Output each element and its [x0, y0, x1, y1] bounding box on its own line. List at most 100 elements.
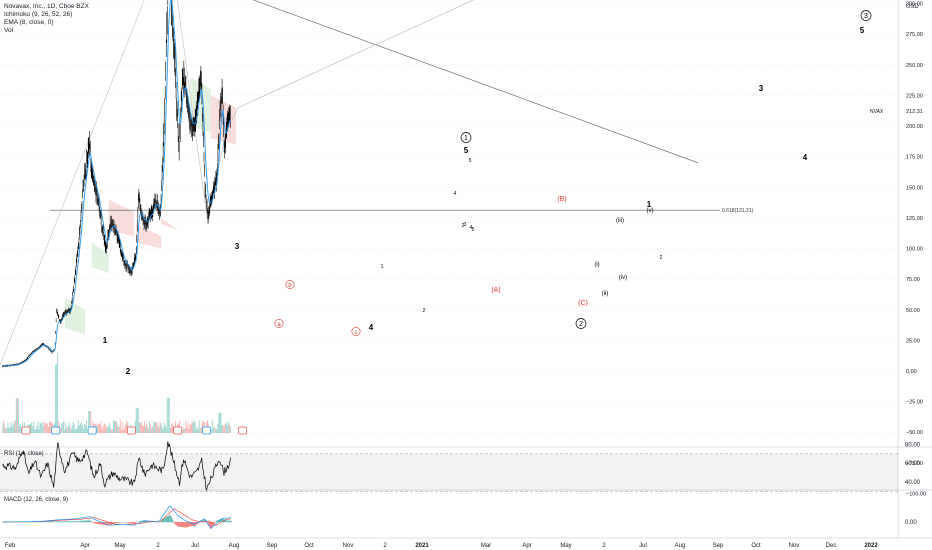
macd-histogram-bar [171, 517, 173, 523]
macd-histogram-bar [162, 518, 165, 523]
wave-label-red: (A) [491, 287, 500, 294]
event-marker [21, 426, 31, 435]
macd-histogram-bar [209, 522, 212, 528]
macd-histogram-bar [130, 522, 132, 524]
volume-bar [224, 423, 226, 433]
wave-label-roman: (iii) [616, 218, 624, 224]
wave-label: 2 [423, 308, 426, 314]
macd-histogram-bar [109, 522, 111, 526]
price-series [2, 0, 231, 368]
last-price-label: 212.31 [906, 109, 923, 115]
volume-bar [115, 421, 116, 433]
macd-histogram-bar [49, 521, 51, 523]
macd-histogram-bar [217, 520, 219, 523]
macd-histogram-bar [196, 522, 198, 525]
macd-histogram-bar [160, 520, 162, 523]
volume-bar [135, 408, 137, 433]
time-tick-label: May [114, 543, 125, 549]
macd-histogram-bar [61, 521, 64, 523]
volume-bar [187, 422, 189, 433]
volume-bar [148, 428, 150, 433]
wave-circle [274, 318, 284, 328]
macd-histogram-bar [77, 521, 79, 523]
volume-bar [78, 425, 80, 433]
time-tick-label: Nov [789, 543, 800, 549]
time-tick-label: May [560, 543, 571, 549]
volume-bar [163, 422, 165, 433]
macd-histogram-bar [197, 522, 199, 524]
volume-bar [116, 421, 118, 433]
rsi-line [2, 441, 232, 491]
macd-histogram-bar [42, 521, 44, 523]
macd-histogram-bar [89, 520, 91, 523]
macd-histogram-bar [51, 521, 53, 523]
macd-histogram-bar [101, 522, 103, 525]
macd-histogram-bar [213, 522, 215, 525]
macd-histogram-bar [177, 522, 179, 527]
macd-histogram-bar [65, 521, 67, 523]
macd-histogram-bar [92, 522, 94, 523]
macd-histogram-bar [114, 522, 116, 524]
macd-histogram-bar [207, 522, 209, 525]
rsi-tick-label: 60.00 [905, 461, 921, 467]
volume-bar [37, 421, 39, 433]
macd-histogram-bar [76, 521, 78, 523]
macd-histogram-bar [203, 519, 205, 523]
time-tick-label: Apr [522, 543, 531, 549]
volume-bar [153, 421, 155, 433]
wave-label: 5 [464, 146, 469, 155]
macd-histogram-bar [183, 522, 185, 528]
macd-histogram-bar [105, 522, 107, 526]
time-tick-label: Jul [639, 543, 647, 549]
time-tick-label: Nov [343, 543, 354, 549]
volume-bar [141, 426, 143, 433]
volume-bar [84, 424, 85, 433]
wave-circle [575, 318, 587, 329]
volume-bar [19, 424, 21, 433]
volume-bar [150, 424, 152, 433]
price-axis: USD575.00550.00525.00500.00475.00450.004… [870, 2, 926, 498]
price-tick-label: 150.00 [906, 185, 923, 191]
macd-histogram-bar [208, 522, 210, 526]
wave-label: 4 [470, 225, 473, 231]
macd-histogram-bar [220, 518, 222, 523]
volume-bar [200, 427, 202, 433]
trend-lines: 1.618(539.59)1(334.97)0.618(131.31) [0, 0, 753, 365]
volume-bar [139, 423, 141, 433]
volume-bar [108, 422, 110, 433]
projection-path [231, 0, 475, 121]
macd-histogram-bar [158, 522, 160, 523]
price-tick-label: 0.00 [906, 369, 917, 375]
volume-bar [67, 426, 69, 433]
fib-level-label: 0.618(131.31) [722, 208, 753, 214]
macd-histogram-bar [86, 520, 88, 523]
volume-bar [107, 426, 109, 433]
macd-histogram-bar [42, 521, 45, 523]
volume-bar [152, 426, 154, 433]
wave-label-red: a [277, 322, 281, 328]
time-axis: Feb Apr May 2 Jul Aug Sep Oct Nov 2 2021 Mar Apr May 2… [5, 543, 879, 549]
wave-label-red: b [288, 283, 292, 289]
macd-histogram-bar [113, 522, 115, 524]
volume-bar [11, 426, 13, 433]
macd-histogram-bar [179, 522, 181, 527]
volume-bar [74, 429, 76, 433]
macd-histogram-bar [67, 521, 69, 523]
macd-histogram-bar [90, 521, 93, 523]
cloud-segment [64, 297, 86, 335]
volume-bar [171, 422, 173, 433]
wave-label-red: (B) [557, 196, 566, 203]
wave-label: 3 [464, 222, 467, 228]
macd-histogram-bar [56, 521, 59, 523]
cloud-segment [91, 242, 109, 274]
macd-title: MACD (12, 26, close, 9) [4, 497, 68, 503]
volume-bar [229, 426, 231, 433]
macd-histogram-bar [201, 520, 203, 523]
macd-histogram-bar [221, 518, 223, 523]
macd-histogram-bar [175, 522, 177, 525]
wave-label-circled: 3 [864, 13, 868, 20]
volume-bar [97, 422, 99, 433]
